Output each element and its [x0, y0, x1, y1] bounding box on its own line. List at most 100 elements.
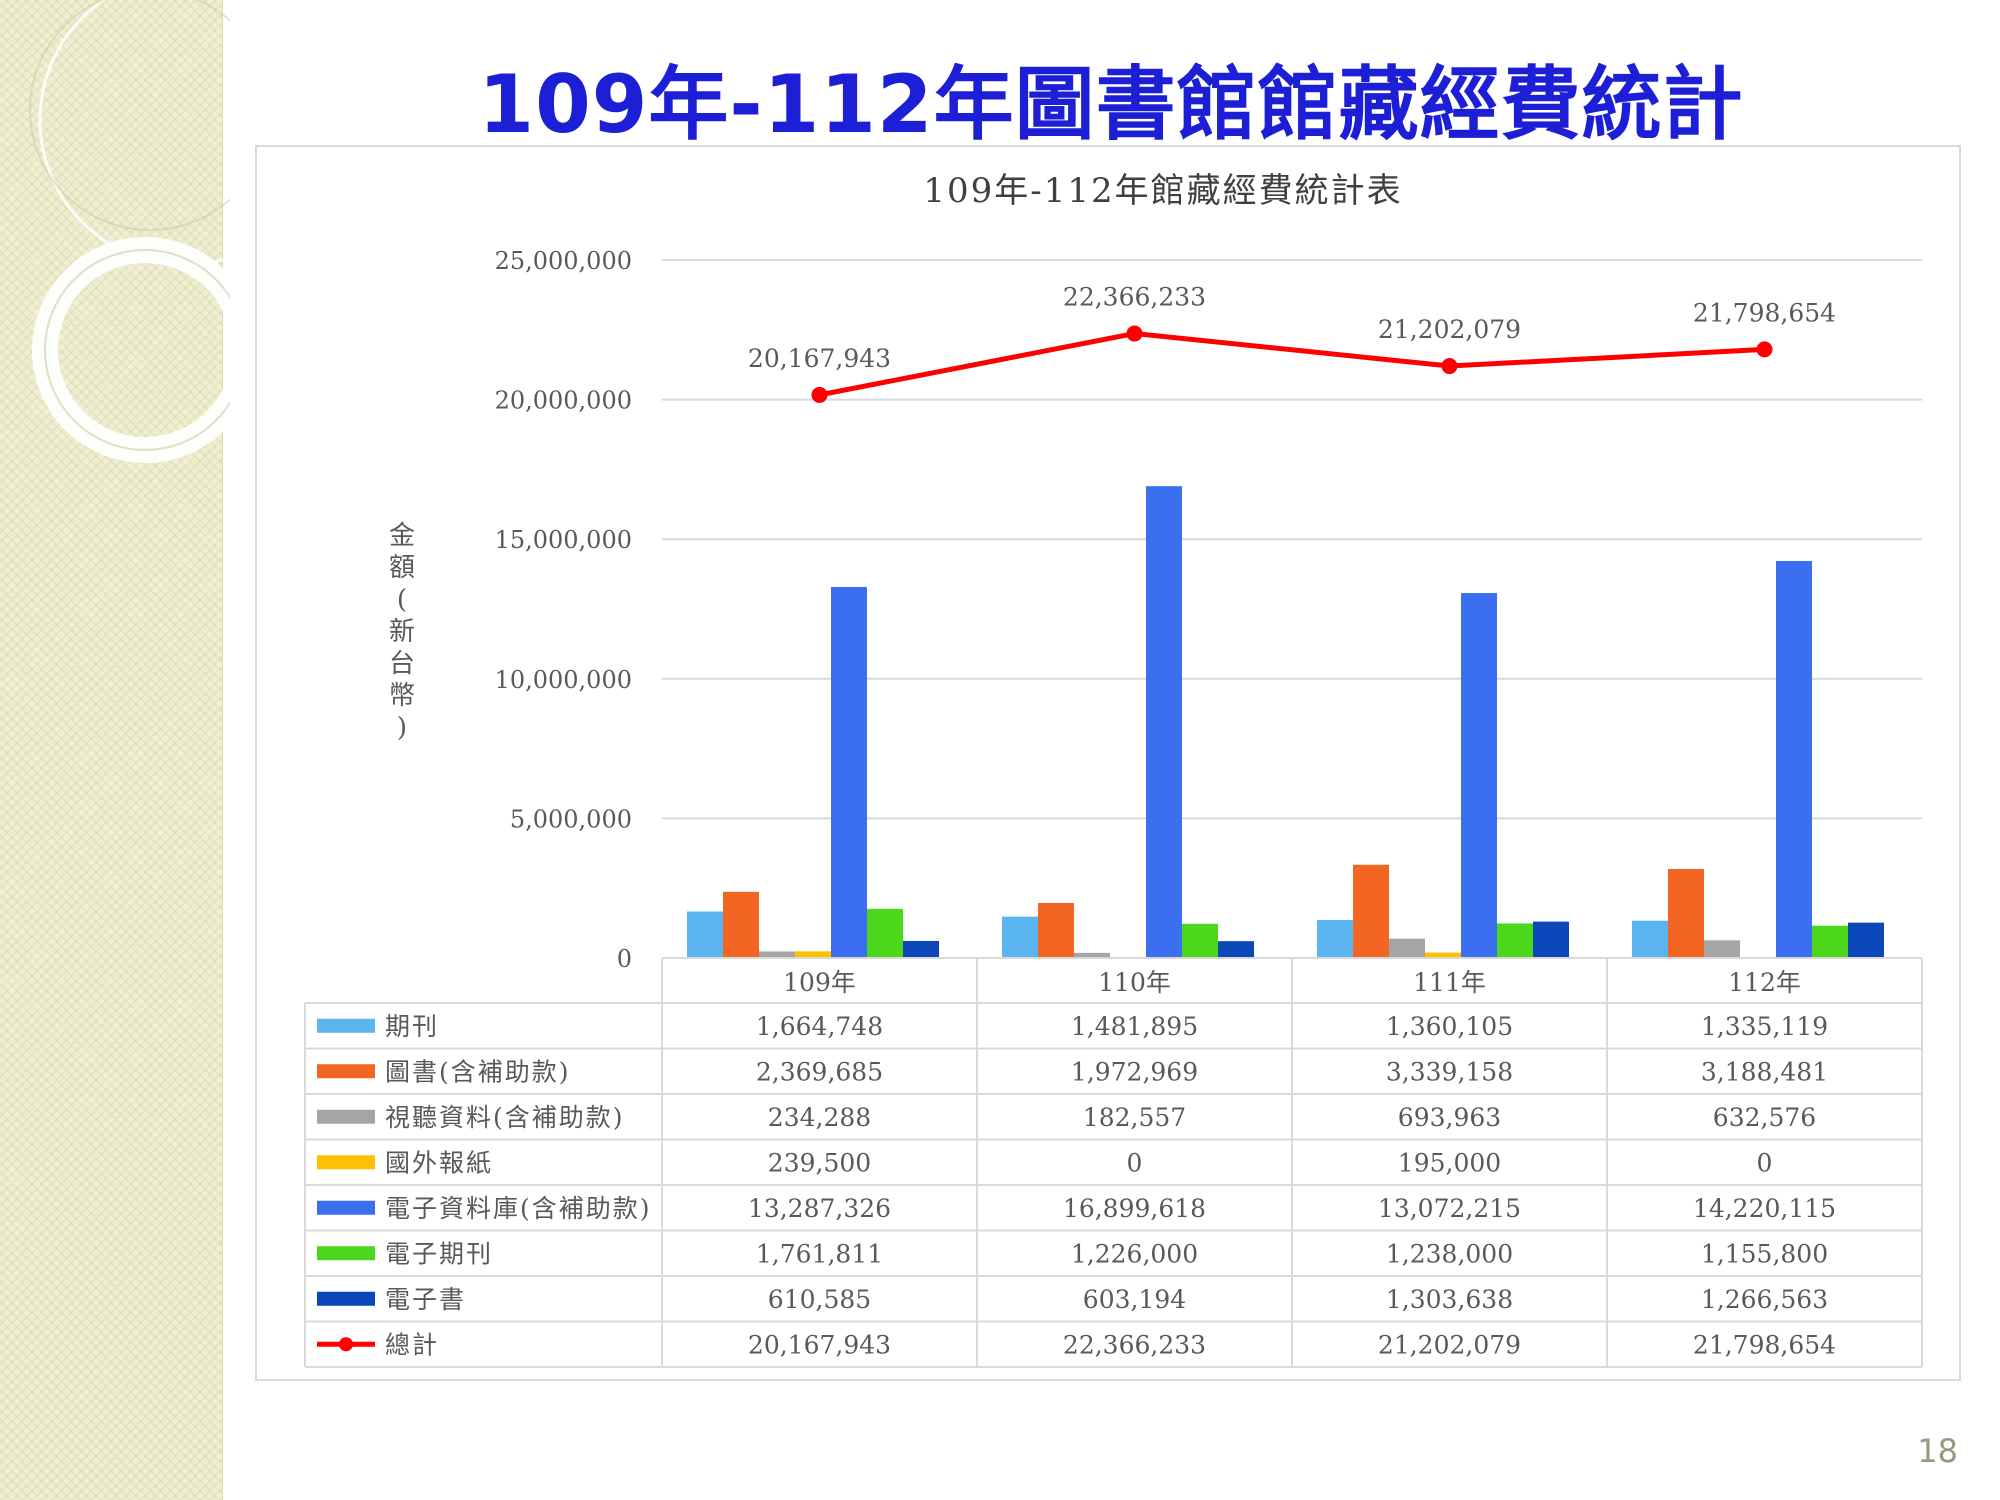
table-cell-value: 632,576 — [1713, 1103, 1816, 1132]
table-cell-value: 20,167,943 — [748, 1330, 891, 1359]
total-data-label: 22,366,233 — [1063, 283, 1206, 312]
bar — [723, 891, 759, 958]
y-tick-label: 0 — [617, 945, 632, 973]
total-data-label: 21,202,079 — [1378, 315, 1521, 344]
table-cell-value: 2,369,685 — [756, 1057, 883, 1086]
y-tick-label: 10,000,000 — [495, 666, 632, 694]
y-axis-tick-labels: 0 5,000,000 10,000,000 15,000,000 20,000,000… — [495, 247, 632, 973]
table-cell-value: 1,360,105 — [1386, 1012, 1513, 1041]
bar — [1002, 916, 1038, 958]
bar-series — [687, 486, 1884, 958]
chart-title: 109年-112年館藏經費統計表 — [923, 171, 1402, 211]
slide-title: 109年-112年圖書館館藏經費統計 — [478, 58, 1744, 151]
bar — [1218, 941, 1254, 958]
series-name: 視聽資料(含補助款) — [385, 1103, 625, 1132]
legend-key-swatch — [317, 1155, 375, 1170]
legend-key-swatch — [317, 1200, 375, 1215]
chart-frame: 109年-112年館藏經費統計表 0 5,000,000 10,000,000 15,… — [255, 145, 1961, 1381]
table-cell-value: 234,288 — [768, 1103, 871, 1132]
chart-area: 109年-112年館藏經費統計表 0 5,000,000 10,000,000 15,… — [304, 171, 1923, 1368]
x-category-label: 110年 — [1098, 968, 1171, 997]
bar — [831, 587, 867, 958]
bar — [1668, 868, 1704, 958]
series-name: 總計 — [385, 1330, 439, 1359]
table-cell-value: 1,226,000 — [1071, 1239, 1198, 1268]
table-cell-value: 195,000 — [1398, 1148, 1501, 1177]
bar — [1848, 922, 1884, 958]
table-cell-value: 3,188,481 — [1701, 1057, 1828, 1086]
decorative-rings — [29, 0, 230, 463]
y-axis-label: 金額(新台幣) — [389, 521, 415, 743]
bar — [1461, 593, 1497, 958]
y-tick-label: 20,000,000 — [495, 387, 632, 415]
legend-key-swatch — [317, 1109, 375, 1124]
bar — [1497, 923, 1533, 958]
bar — [1812, 925, 1848, 958]
total-point — [811, 386, 828, 403]
bar — [1776, 560, 1812, 958]
table-cell-value: 610,585 — [768, 1285, 871, 1314]
bar — [1533, 921, 1569, 958]
table-cell-value: 3,339,158 — [1386, 1057, 1513, 1086]
table-cell-value: 21,202,079 — [1378, 1330, 1521, 1359]
bar — [1038, 902, 1074, 958]
bar — [1389, 938, 1425, 958]
total-line-series: 20,167,943 22,366,233 21,202,079 21,798,654 — [748, 283, 1836, 403]
gridlines — [662, 259, 1922, 820]
bar — [903, 940, 939, 958]
table-cell-value: 1,155,800 — [1701, 1239, 1828, 1268]
legend-key-swatch — [317, 1291, 375, 1306]
bar — [1146, 486, 1182, 958]
total-data-label: 20,167,943 — [748, 344, 891, 373]
bar — [1074, 952, 1110, 958]
x-category-label: 109年 — [783, 968, 856, 997]
legend-key-swatch — [317, 1018, 375, 1033]
table-cell-value: 13,072,215 — [1378, 1194, 1521, 1223]
table-cell-value: 239,500 — [768, 1148, 871, 1177]
table-cell-value: 1,303,638 — [1386, 1285, 1513, 1314]
series-name: 電子期刊 — [385, 1239, 493, 1268]
table-cell-value: 0 — [1757, 1148, 1773, 1177]
y-tick-label: 5,000,000 — [510, 805, 632, 833]
page-number: 18 — [1917, 1432, 1958, 1470]
table-cell-value: 1,481,895 — [1071, 1012, 1198, 1041]
total-line — [819, 331, 1765, 398]
series-name: 國外報紙 — [385, 1148, 493, 1177]
bar — [1353, 864, 1389, 958]
table-cell-value: 1,761,811 — [756, 1239, 883, 1268]
table-cell-value: 182,557 — [1083, 1103, 1186, 1132]
table-cell-value: 13,287,326 — [748, 1194, 891, 1223]
legend-key-swatch — [317, 1064, 375, 1079]
series-name: 圖書(含補助款) — [385, 1057, 571, 1086]
x-category-label: 111年 — [1413, 968, 1486, 997]
bar — [1632, 920, 1668, 958]
table-cell-value: 1,664,748 — [756, 1012, 883, 1041]
total-point — [1756, 341, 1773, 358]
table-cell-value: 1,266,563 — [1701, 1285, 1828, 1314]
series-name: 電子書 — [385, 1285, 466, 1314]
x-category-label: 112年 — [1728, 968, 1801, 997]
bar — [687, 911, 723, 958]
table-cell-value: 603,194 — [1083, 1285, 1186, 1314]
table-cell-value: 693,963 — [1398, 1103, 1501, 1132]
table-cell-value: 14,220,115 — [1693, 1194, 1836, 1223]
legend-key-swatch — [317, 1246, 375, 1261]
table-cell-value: 1,335,119 — [1701, 1012, 1828, 1041]
y-tick-label: 15,000,000 — [495, 526, 632, 554]
decorative-side-strip — [0, 0, 230, 1500]
series-name: 電子資料庫(含補助款) — [385, 1194, 652, 1223]
bar — [1317, 920, 1353, 958]
total-data-label: 21,798,654 — [1693, 298, 1836, 327]
total-point — [1126, 325, 1143, 342]
table-cell-value: 1,972,969 — [1071, 1057, 1198, 1086]
table-cell-value: 1,238,000 — [1386, 1239, 1513, 1268]
bar — [867, 908, 903, 958]
bar — [759, 951, 795, 958]
bar — [1425, 952, 1461, 958]
bar — [1182, 923, 1218, 958]
table-cell-value: 22,366,233 — [1063, 1330, 1206, 1359]
table-cell-value: 16,899,618 — [1063, 1194, 1206, 1223]
total-point — [1441, 358, 1458, 375]
bar — [795, 951, 831, 958]
